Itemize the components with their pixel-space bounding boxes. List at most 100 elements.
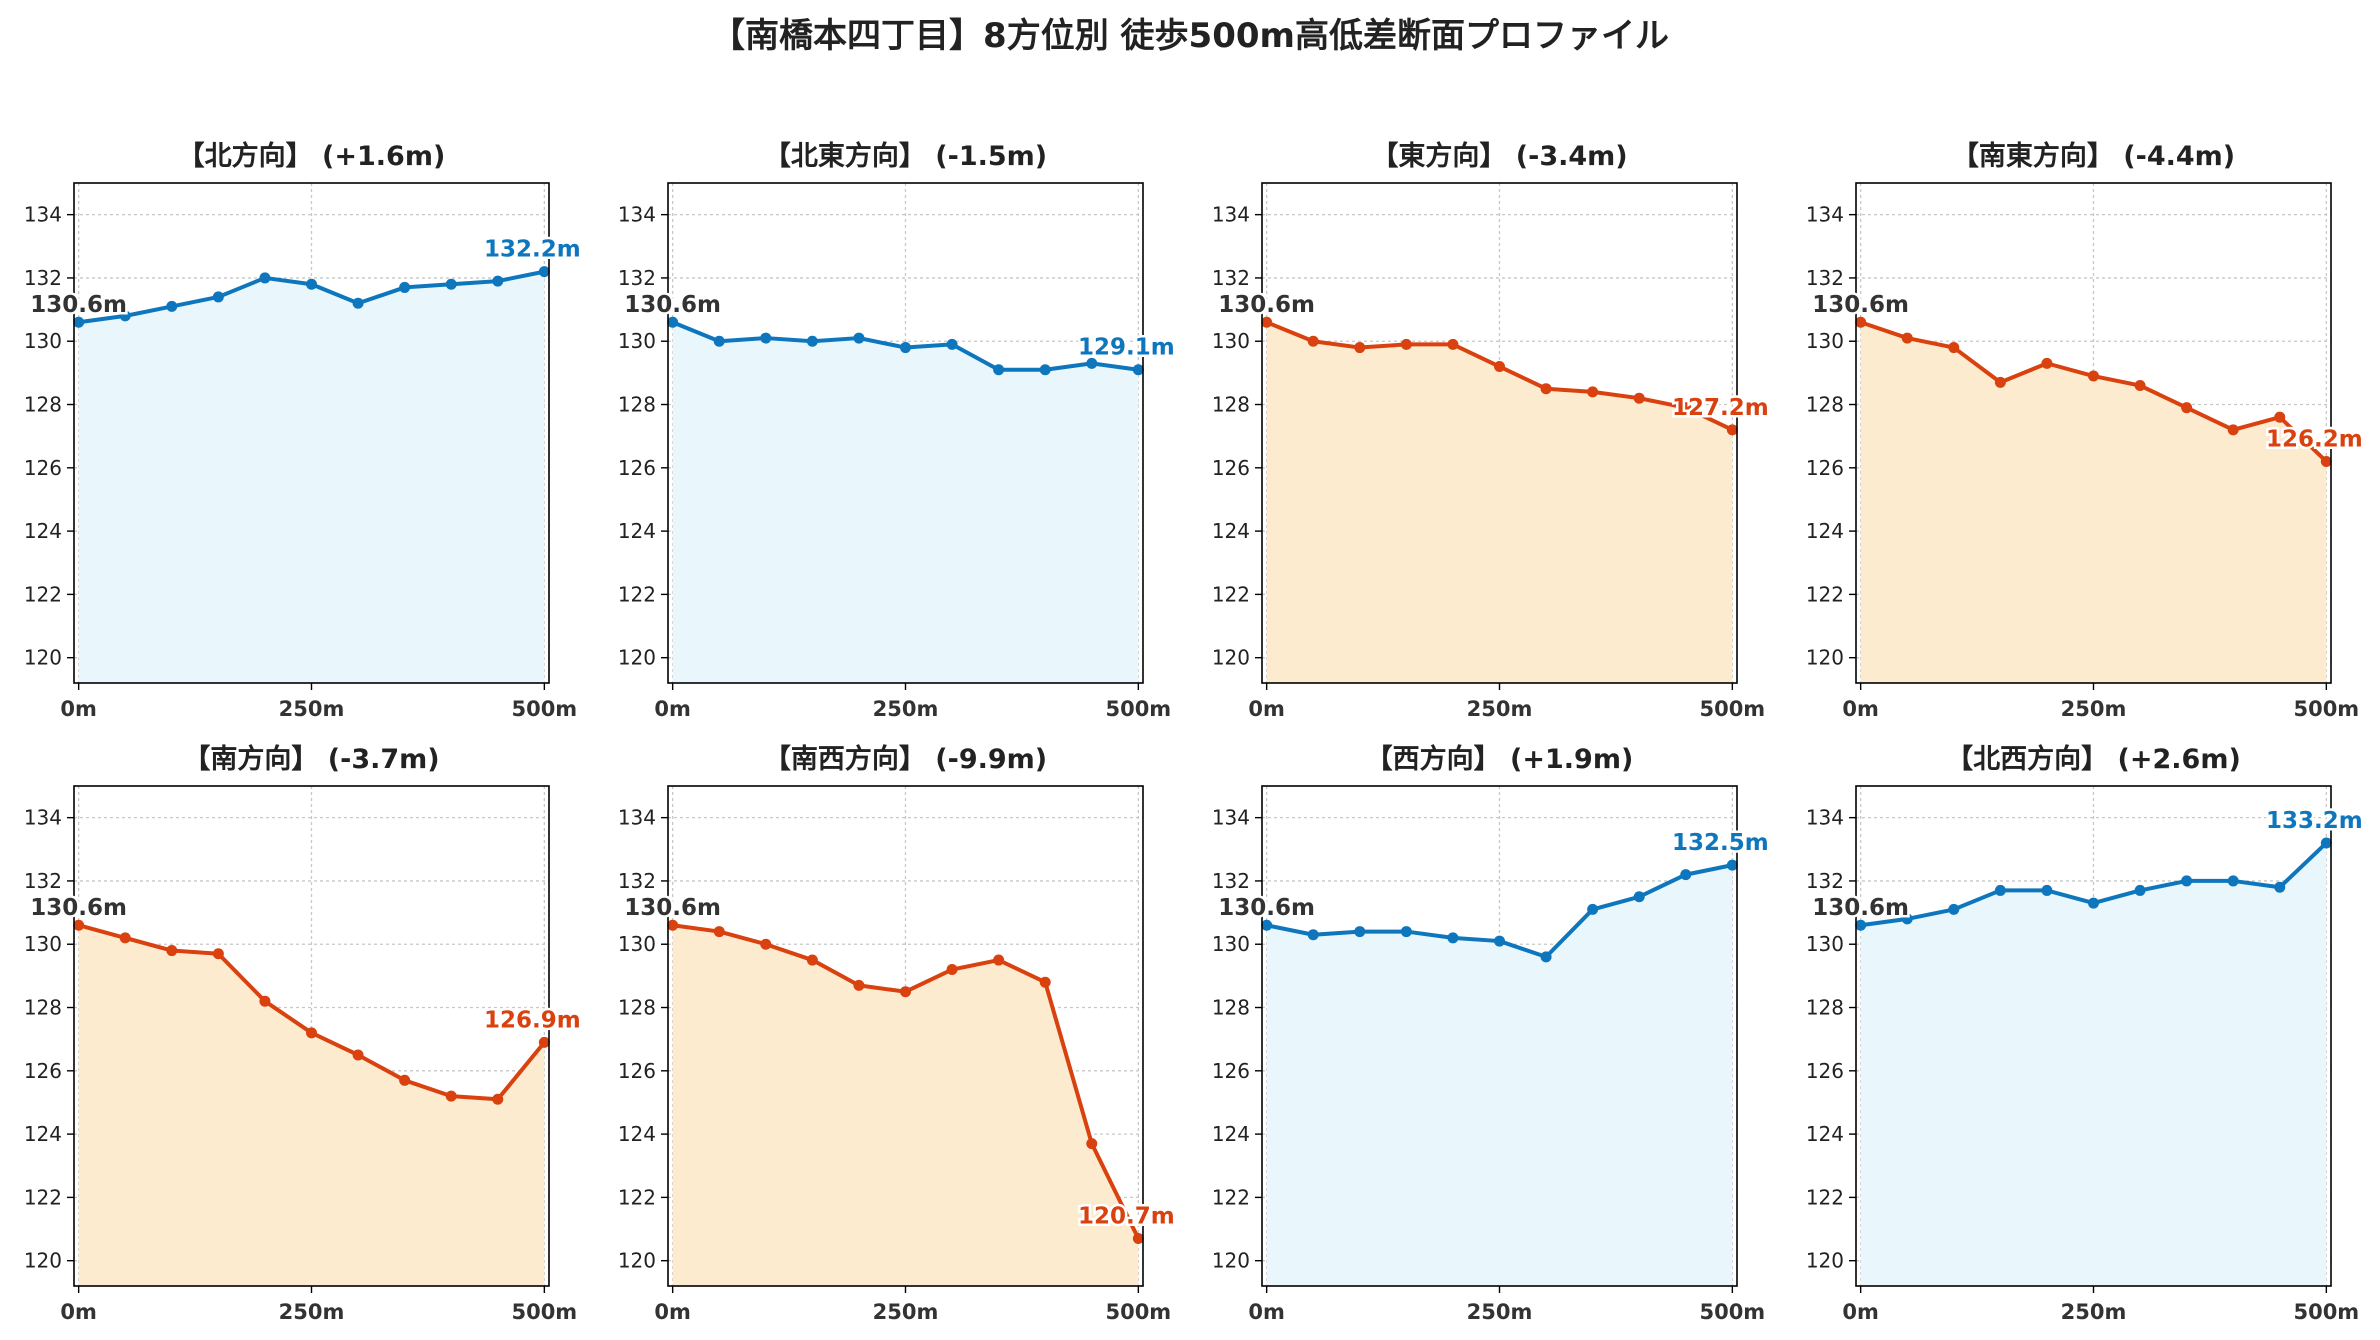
y-tick-label: 122 [1212,1185,1250,1209]
y-tick-label: 122 [24,1185,62,1209]
data-point [667,316,679,328]
y-tick-label: 122 [1806,582,1844,606]
panel-title: 【南西方向】 (-9.9m) [764,743,1047,775]
data-point [760,332,772,344]
x-tick-label: 500m [511,1300,577,1324]
data-point [1494,361,1505,373]
data-point [1494,935,1505,947]
y-tick-label: 132 [1212,869,1250,893]
data-point [1400,926,1412,938]
x-tick-label: 500m [1105,1300,1171,1324]
data-point [399,1074,411,1086]
chart-panel-3: 【東方向】 (-3.4m) 120 122 124 126 128 130 132 134 0m 2… [1212,140,1771,721]
y-tick-label: 120 [618,1249,656,1273]
data-point [1540,383,1552,395]
data-point [2274,881,2286,893]
y-tick-label: 132 [618,266,656,290]
y-tick-label: 128 [1806,996,1844,1020]
y-tick-label: 130 [1212,329,1250,353]
panel-title: 【北東方向】 (-1.5m) [764,140,1047,172]
data-point [2134,884,2146,896]
data-point [119,310,131,322]
y-tick-label: 122 [1806,1185,1844,1209]
y-tick-label: 134 [24,203,62,227]
y-tick-label: 132 [618,869,656,893]
x-tick-label: 500m [1699,697,1765,721]
start-value-label: 130.6m [30,895,127,921]
area-fill [1860,322,2327,683]
y-tick-label: 120 [24,1249,62,1273]
end-value-label: 126.9m [484,1007,581,1033]
data-point [538,266,550,278]
data-point [2041,884,2053,896]
data-point [1086,1138,1098,1150]
x-tick-label: 0m [1248,1300,1285,1324]
data-point [1680,402,1692,414]
data-point [1132,1233,1144,1245]
x-tick-label: 250m [279,697,345,721]
area-fill [78,271,545,683]
data-point [900,342,911,354]
data-point [119,932,131,944]
data-point [1132,364,1144,376]
end-value-label: 132.5m [1672,830,1769,856]
panel-title: 【南東方向】 (-4.4m) [1952,140,2235,172]
data-point [259,995,271,1007]
y-tick-label: 126 [24,1059,62,1083]
data-point [2320,455,2332,467]
data-point [2181,875,2193,887]
data-point [1307,929,1319,941]
y-tick-label: 128 [1212,393,1250,417]
y-tick-label: 124 [1212,519,1250,543]
y-tick-label: 120 [24,646,62,670]
y-tick-label: 120 [618,646,656,670]
y-tick-label: 120 [1212,1249,1250,1273]
area-fill [1266,865,1733,1286]
x-tick-label: 500m [2293,697,2359,721]
x-tick-label: 500m [1699,1300,1765,1324]
start-value-label: 130.6m [30,292,127,318]
data-point [1855,919,1867,931]
data-point [1994,884,2006,896]
y-tick-label: 122 [24,582,62,606]
y-tick-label: 134 [24,806,62,830]
x-tick-label: 0m [654,697,691,721]
y-tick-label: 124 [1212,1122,1250,1146]
y-tick-label: 132 [24,869,62,893]
data-point [306,1027,317,1039]
y-tick-label: 130 [24,932,62,956]
chart-panel-7: 【西方向】 (+1.9m) 120 122 124 126 128 130 132 134 0m 2… [1212,743,1771,1324]
y-tick-label: 134 [1806,203,1844,227]
y-tick-label: 130 [1806,329,1844,353]
area-fill [672,322,1139,683]
x-tick-label: 500m [2293,1300,2359,1324]
panel-title: 【東方向】 (-3.4m) [1371,140,1627,172]
area-fill [1860,842,2327,1286]
y-tick-label: 134 [1212,806,1250,830]
y-tick-label: 134 [618,203,656,227]
y-tick-label: 134 [1212,203,1250,227]
y-tick-label: 124 [1806,1122,1844,1146]
y-tick-label: 128 [1806,393,1844,417]
data-point [1680,869,1692,881]
data-point [1307,335,1319,347]
x-tick-label: 500m [1105,697,1171,721]
y-tick-label: 132 [1806,266,1844,290]
end-value-label: 126.2m [2266,426,2363,452]
y-tick-label: 134 [1806,806,1844,830]
x-tick-label: 250m [1467,1300,1533,1324]
x-tick-label: 0m [1248,697,1285,721]
data-point [1400,338,1412,350]
data-point [1354,926,1366,938]
start-value-label: 130.6m [1812,895,1909,921]
panel-title: 【西方向】 (+1.9m) [1366,743,1634,775]
y-tick-label: 124 [1806,519,1844,543]
y-tick-label: 126 [618,456,656,480]
y-tick-label: 122 [618,582,656,606]
data-point [993,364,1005,376]
data-point [538,1036,550,1048]
data-point [352,1049,364,1061]
y-tick-label: 124 [24,519,62,543]
x-tick-label: 500m [511,697,577,721]
